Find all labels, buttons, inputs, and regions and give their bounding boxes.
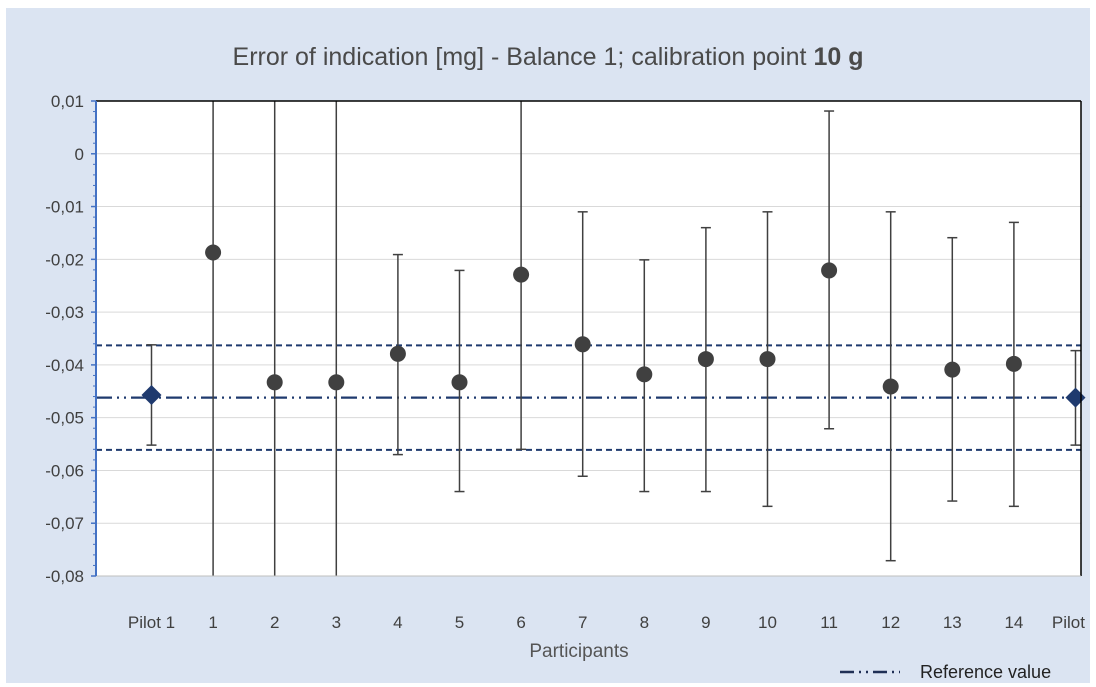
data-point-circle bbox=[205, 244, 222, 261]
x-tick-label: 14 bbox=[1004, 613, 1023, 632]
chart-title-main: Error of indication [mg] - Balance 1; ca… bbox=[233, 43, 807, 71]
y-tick-label: 0,01 bbox=[51, 92, 84, 111]
data-point-circle bbox=[389, 345, 406, 362]
legend: Reference value bbox=[840, 662, 1051, 682]
data-point-circle bbox=[574, 336, 591, 353]
y-tick-label: -0,02 bbox=[45, 250, 84, 269]
data-point-circle bbox=[266, 374, 283, 391]
y-tick-label: -0,08 bbox=[45, 567, 84, 586]
plot-area bbox=[96, 101, 1081, 576]
x-tick-label: Pilot 1 bbox=[128, 613, 175, 632]
x-tick-label: 11 bbox=[820, 613, 838, 632]
x-tick-label: 8 bbox=[640, 613, 649, 632]
data-point-circle bbox=[944, 361, 961, 378]
x-tick-label: 12 bbox=[881, 613, 900, 632]
x-tick-label: 6 bbox=[516, 613, 525, 632]
data-point-circle bbox=[821, 262, 838, 279]
x-tick-label: 4 bbox=[393, 613, 402, 632]
x-tick-label: 10 bbox=[758, 613, 777, 632]
y-tick-label: 0 bbox=[75, 145, 84, 164]
data-point-circle bbox=[328, 374, 345, 391]
data-point-circle bbox=[759, 351, 776, 368]
y-tick-label: -0,06 bbox=[45, 461, 84, 480]
x-tick-label: 5 bbox=[455, 613, 464, 632]
chart-title-emphasis: 10 g bbox=[813, 43, 863, 71]
x-tick-label: Pilot 2 bbox=[1052, 613, 1090, 632]
data-point-circle bbox=[513, 266, 530, 283]
error-of-indication-chart: Error of indication [mg] - Balance 1; ca… bbox=[45, 43, 1090, 682]
y-tick-label: -0,04 bbox=[45, 356, 84, 375]
data-point-circle bbox=[451, 374, 468, 391]
chart-title: Error of indication [mg] - Balance 1; ca… bbox=[233, 43, 864, 71]
data-point-circle bbox=[1005, 355, 1022, 372]
data-markers bbox=[141, 244, 1086, 408]
data-point-circle bbox=[636, 366, 653, 383]
chart-container: Error of indication [mg] - Balance 1; ca… bbox=[6, 8, 1090, 683]
x-tick-label: 1 bbox=[208, 613, 217, 632]
y-tick-label: -0,01 bbox=[45, 198, 84, 217]
y-tick-label: -0,03 bbox=[45, 303, 84, 322]
axes bbox=[91, 100, 1082, 577]
y-tick-label: -0,05 bbox=[45, 409, 84, 428]
x-tick-label: 3 bbox=[332, 613, 341, 632]
legend-reference-label: Reference value bbox=[920, 662, 1051, 682]
data-point-circle bbox=[697, 351, 714, 368]
y-tick-labels: 0,01 0 -0,01 -0,02 -0,03 -0,04 -0,05 -0,06 -0,07… bbox=[45, 92, 84, 586]
x-tick-label: 7 bbox=[578, 613, 587, 632]
x-axis-label: Participants bbox=[529, 641, 628, 662]
grid-lines bbox=[96, 153, 1081, 524]
y-tick-label: -0,07 bbox=[45, 514, 84, 533]
x-tick-label: 13 bbox=[943, 613, 962, 632]
data-point-circle bbox=[882, 378, 899, 395]
x-tick-label: 9 bbox=[701, 613, 710, 632]
x-tick-label: 2 bbox=[270, 613, 279, 632]
data-point-diamond bbox=[141, 384, 162, 405]
